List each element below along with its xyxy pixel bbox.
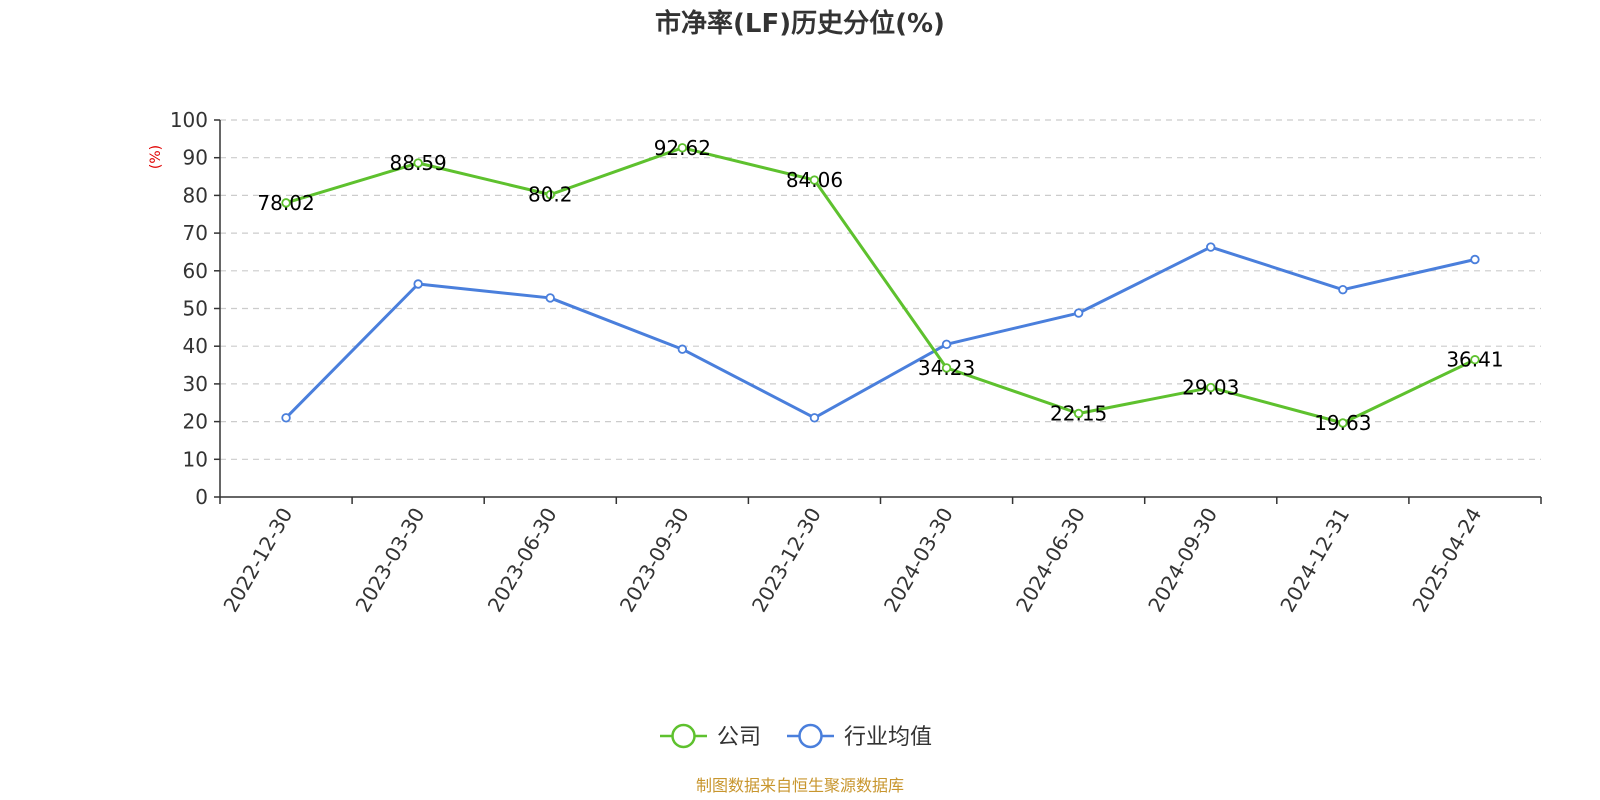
y-tick-label: 60 <box>183 259 208 283</box>
source-note: 制图数据来自恒生聚源数据库 <box>696 776 904 795</box>
data-point <box>941 363 952 373</box>
series-layer <box>281 143 1480 428</box>
data-label: 36.41 <box>1446 348 1503 372</box>
x-tick-label: 2023-12-30 <box>747 504 826 617</box>
y-axis-unit: (%) <box>148 145 164 169</box>
y-tick-label: 10 <box>183 447 208 471</box>
data-label: 78.02 <box>257 191 314 215</box>
data-label: 80.2 <box>528 183 573 207</box>
data-point <box>413 279 423 289</box>
data-point <box>1073 308 1084 318</box>
y-tick-label: 90 <box>183 146 208 170</box>
x-tick-label: 2025-04-24 <box>1407 504 1486 617</box>
data-point <box>677 344 688 354</box>
y-tick-label: 80 <box>183 183 208 207</box>
data-point <box>545 293 555 303</box>
series-line-1 <box>284 245 1476 420</box>
data-label: 92.62 <box>654 136 711 160</box>
axes: 0 10 20 30 40 50 60 70 80 90 100 2022-12-30 2023-03-… <box>170 108 1542 617</box>
data-point <box>1206 242 1216 252</box>
data-point <box>413 158 423 168</box>
y-tick-label: 40 <box>183 334 208 358</box>
data-point <box>1073 408 1084 419</box>
legend-label: 公司 <box>717 725 761 750</box>
data-label: 29.03 <box>1182 376 1239 400</box>
x-tick-label: 2023-06-30 <box>483 504 562 617</box>
data-point <box>281 198 291 208</box>
data-point <box>1206 382 1216 393</box>
y-tick-label: 100 <box>170 108 208 132</box>
data-point <box>941 339 952 350</box>
data-point <box>809 175 820 185</box>
y-tick-label: 70 <box>183 221 208 245</box>
data-label: 22.15 <box>1050 401 1107 425</box>
data-point <box>1338 284 1348 295</box>
x-tick-label: 2023-09-30 <box>615 504 694 617</box>
data-label: 19.63 <box>1314 411 1371 435</box>
legend-item-1[interactable]: 行业均值 <box>787 723 932 750</box>
data-point <box>1470 254 1480 265</box>
legend[interactable]: 公司 行业均值 <box>660 723 932 750</box>
y-tick-label: 20 <box>183 410 208 434</box>
y-tick-label: 0 <box>195 485 208 509</box>
data-point <box>677 143 688 153</box>
x-tick-label: 2023-03-30 <box>351 504 430 617</box>
x-tick-label: 2024-03-30 <box>879 504 958 617</box>
data-label: 34.23 <box>918 356 975 380</box>
data-labels: 78.02 88.59 80.2 92.62 84.06 34.23 22.15 29.03 1… <box>257 136 1503 435</box>
data-point <box>1338 418 1348 428</box>
data-point <box>809 413 820 423</box>
legend-marker-icon <box>798 723 823 749</box>
x-tick-label: 2024-12-31 <box>1275 504 1354 617</box>
data-point <box>1470 355 1480 365</box>
y-tick-label: 50 <box>183 297 208 321</box>
data-point <box>281 413 291 423</box>
x-tick-label: 2024-06-30 <box>1011 504 1090 617</box>
data-label: 88.59 <box>390 151 447 175</box>
x-tick-label: 2022-12-30 <box>218 504 297 617</box>
legend-item-0[interactable]: 公司 <box>660 723 761 750</box>
y-tick-label: 30 <box>183 372 208 396</box>
legend-marker-icon <box>671 723 696 749</box>
chart-title: 市净率(LF)历史分位(%) <box>655 8 945 39</box>
data-label: 84.06 <box>786 168 843 192</box>
data-point <box>545 189 555 200</box>
grid-lines <box>220 119 1541 460</box>
legend-label: 行业均值 <box>844 725 932 750</box>
series-line-0 <box>285 146 1476 425</box>
x-tick-label: 2024-09-30 <box>1143 504 1222 617</box>
